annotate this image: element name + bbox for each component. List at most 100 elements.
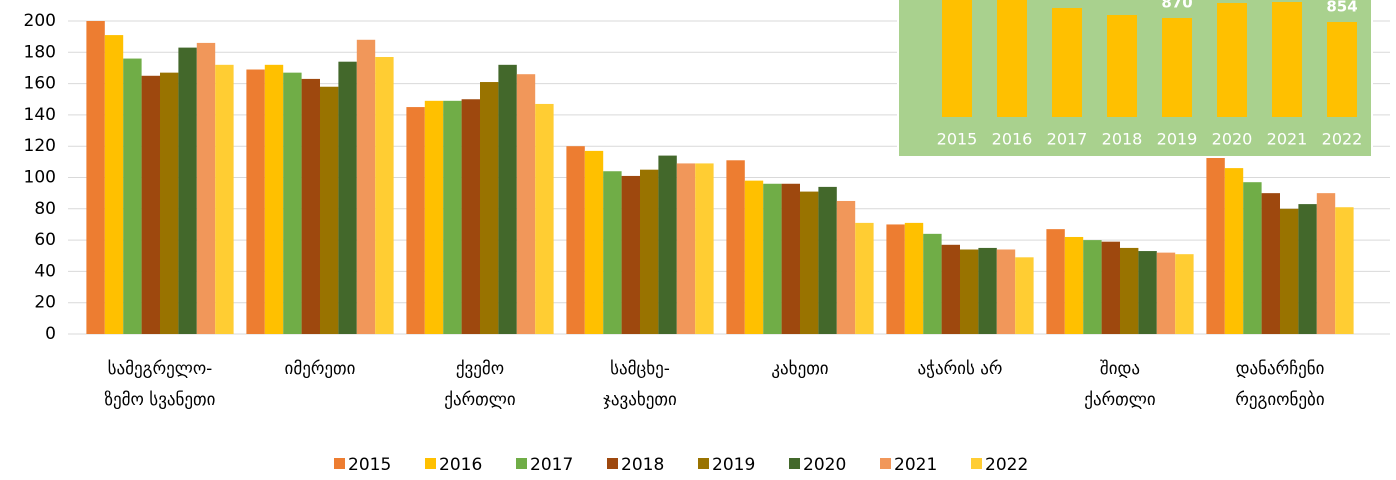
legend-label: 2021	[894, 455, 937, 475]
inset-bar	[997, 0, 1027, 117]
bar	[836, 200, 856, 334]
bar	[406, 107, 425, 334]
bar	[104, 35, 124, 335]
bar	[676, 163, 696, 334]
bar	[1298, 204, 1317, 334]
y-tick-label: 20	[34, 293, 56, 313]
bar	[658, 155, 677, 334]
bar	[941, 244, 960, 334]
inset-bar	[1107, 15, 1137, 117]
bar	[855, 222, 874, 334]
inset-x-label: 2018	[1102, 130, 1143, 149]
y-tick-label: 160	[24, 74, 56, 94]
bar	[86, 21, 105, 334]
main-chart: 0 20 40 60 80 100 120 140 160 180 200 სამეგრელო-ზემ…	[24, 11, 1390, 475]
bar	[320, 86, 339, 334]
y-tick-label: 0	[45, 324, 56, 344]
x-tick-label: სამცხე-	[610, 359, 670, 379]
bar	[1015, 257, 1034, 334]
bar	[996, 249, 1016, 334]
bar	[1175, 254, 1194, 334]
bar	[424, 100, 444, 334]
bar	[498, 64, 517, 334]
bar	[141, 75, 160, 335]
legend-swatch	[971, 458, 982, 469]
inset-bar	[942, 0, 972, 117]
bar	[695, 163, 714, 334]
inset-chart: 2015 2016 2017 2018 2019 870 2020 2021 2022 854	[937, 0, 1363, 149]
bar	[744, 180, 764, 334]
x-tick-label: ქართლი	[1084, 390, 1155, 410]
bar	[781, 183, 800, 334]
bar	[1316, 193, 1336, 334]
legend-swatch	[425, 458, 436, 469]
legend-label: 2019	[712, 455, 755, 475]
legend-label: 2020	[803, 455, 846, 475]
inset-x-label: 2016	[992, 130, 1033, 149]
bar	[264, 64, 284, 334]
bar	[1064, 236, 1084, 334]
legend-swatch	[516, 458, 527, 469]
bar	[603, 171, 622, 334]
inset-bar	[1217, 3, 1247, 117]
legend-label: 2016	[439, 455, 482, 475]
y-tick-label: 60	[34, 230, 56, 250]
inset-bar	[1052, 8, 1082, 117]
legend-label: 2018	[621, 455, 664, 475]
bar	[338, 61, 357, 334]
inset-x-label: 2019	[1157, 130, 1198, 149]
bar	[215, 64, 234, 334]
bar	[160, 72, 179, 335]
bar	[640, 169, 659, 334]
x-tick-label: რეგიონები	[1235, 390, 1324, 410]
inset-x-label: 2015	[937, 130, 978, 149]
bar	[196, 42, 216, 334]
bar	[763, 183, 782, 334]
bar	[1206, 157, 1225, 334]
bar	[516, 74, 536, 335]
legend-swatch	[789, 458, 800, 469]
bar	[1243, 182, 1262, 334]
bar	[1224, 168, 1244, 334]
bar	[1046, 229, 1065, 334]
bar	[178, 47, 197, 334]
y-tick-label: 80	[34, 199, 56, 219]
bar	[535, 103, 554, 334]
x-tick-label: აჭარის არ	[918, 359, 1003, 379]
bar	[246, 69, 265, 334]
x-tick-label: ქართლი	[444, 390, 515, 410]
bar	[1083, 240, 1102, 334]
x-tick-label: ქვემო	[456, 359, 504, 379]
bar	[904, 222, 924, 334]
bar	[375, 56, 394, 335]
inset-value-label: 870	[1161, 0, 1192, 12]
y-tick-label: 180	[24, 42, 56, 62]
bar	[584, 150, 604, 334]
x-tick-label: სამეგრელო-	[108, 359, 213, 379]
y-tick-label: 120	[24, 136, 56, 156]
bar	[886, 224, 905, 334]
legend-label: 2017	[530, 455, 573, 475]
y-tick-label: 140	[24, 105, 56, 125]
legend-label: 2022	[985, 455, 1028, 475]
x-tick-label: კახეთი	[771, 359, 828, 379]
bar	[461, 99, 480, 334]
bar	[356, 39, 376, 334]
bar	[1138, 251, 1157, 334]
inset-x-label: 2021	[1267, 130, 1308, 149]
bar	[726, 160, 745, 334]
inset-x-label: 2022	[1322, 130, 1363, 149]
inset-bar	[1162, 18, 1192, 117]
x-tick-label: იმერეთი	[285, 359, 356, 379]
bar	[1120, 247, 1139, 334]
legend-swatch	[607, 458, 618, 469]
x-tick-label: შიდა	[1100, 359, 1140, 379]
legend-swatch	[334, 458, 345, 469]
bar	[1156, 252, 1176, 334]
inset-bar	[1272, 2, 1302, 117]
bar	[443, 100, 462, 334]
x-tick-label: დანარჩენი	[1236, 359, 1325, 379]
bar	[123, 58, 142, 335]
bar	[1335, 207, 1354, 334]
